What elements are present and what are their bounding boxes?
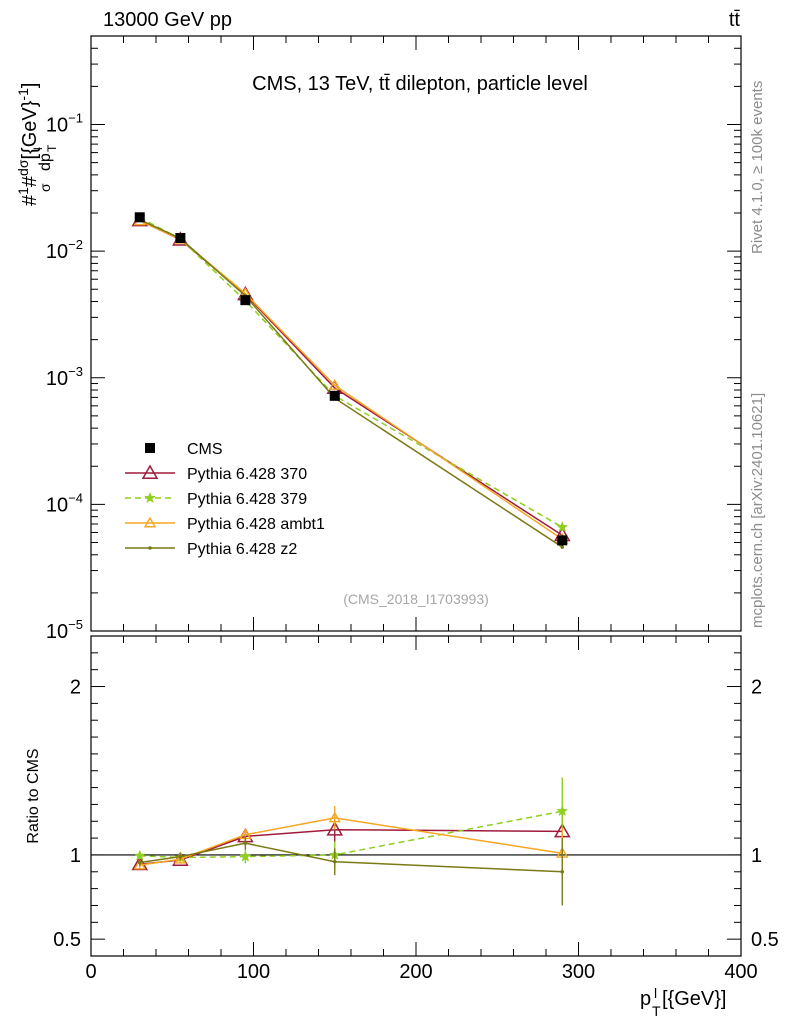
svg-text:T: T — [45, 144, 59, 152]
legend-marker — [143, 516, 157, 528]
main-plot-marks — [131, 211, 571, 549]
y-tick-label: 10−3 — [46, 364, 83, 390]
ratio-point — [239, 850, 252, 862]
ratio-line — [139, 817, 563, 866]
legend-label: Pythia 6.428 z2 — [187, 541, 297, 558]
ratio-line — [139, 828, 563, 865]
y-tick-label: 10−2 — [46, 237, 83, 263]
y-axis-label: #1#dσ[{GeV}-1] σ dp T l — [15, 83, 59, 206]
ratio-point — [328, 811, 341, 823]
x-axis-label: p T l [{GeV}] — [640, 985, 727, 1019]
ratio-tick-label-left: 1 — [70, 845, 81, 867]
x-tick-label: 400 — [724, 961, 757, 983]
svg-text:p: p — [640, 988, 651, 1010]
energy-label: 13000 GeV pp — [103, 9, 232, 31]
svg-text:#1#dσ[{GeV}-1]: #1#dσ[{GeV}-1] — [15, 83, 41, 206]
series-line — [139, 219, 563, 536]
y-tick-label: 10−5 — [46, 617, 83, 643]
legend: CMS Pythia 6.428 370 Pythia 6.428 379 Pythi… — [125, 441, 325, 558]
ratio-point — [174, 852, 187, 864]
series-point — [556, 521, 569, 533]
data-point — [240, 295, 251, 306]
ratio-point — [137, 860, 142, 865]
ratio-point — [243, 841, 248, 845]
svg-text:T: T — [652, 1003, 661, 1019]
main-axis-ticks: 10−1 10−2 10−3 10−4 10−5 — [46, 35, 742, 643]
x-tick-label: 0 — [85, 961, 96, 983]
ratio-tick-label-left: 0.5 — [53, 929, 81, 951]
ratio-point — [133, 849, 146, 861]
svg-text:l: l — [31, 147, 45, 150]
y-tick-label: 10−1 — [46, 111, 83, 137]
ratio-axis-label: Ratio to CMS — [25, 748, 42, 843]
process-label: tt̄ — [729, 9, 741, 31]
legend-marker — [141, 464, 159, 479]
series-point — [560, 545, 565, 549]
ratio-tick-label-right: 0.5 — [751, 929, 779, 951]
ratio-point — [332, 859, 337, 864]
y-tick-label: 10−4 — [46, 490, 83, 516]
ratio-point — [326, 821, 344, 836]
data-point — [329, 390, 340, 401]
legend-cms-label: CMS — [187, 441, 223, 458]
data-point — [175, 232, 186, 243]
data-point — [557, 535, 568, 546]
svg-text:l: l — [654, 985, 657, 1001]
legend-cms-marker — [145, 443, 155, 453]
ratio-point — [560, 869, 565, 874]
ratio-tick-label-left: 2 — [70, 677, 81, 699]
legend-label: Pythia 6.428 ambt1 — [187, 516, 325, 533]
ratio-point — [178, 854, 183, 859]
x-tick-label: 100 — [237, 961, 270, 983]
ratio-tick-label-right: 2 — [751, 677, 762, 699]
legend-label: Pythia 6.428 379 — [187, 491, 307, 508]
ratio-plot-marks — [131, 777, 571, 906]
x-tick-label: 300 — [562, 961, 595, 983]
chart-title: CMS, 13 TeV, tt̄ dilepton, particle leve… — [252, 73, 588, 95]
legend-marker — [144, 491, 156, 504]
rivet-version-label: Rivet 4.1.0, ≥ 100k events — [749, 81, 766, 254]
svg-text:σ: σ — [37, 183, 53, 192]
ratio-plot-frame — [90, 635, 742, 957]
legend-label: Pythia 6.428 370 — [187, 466, 307, 483]
series-line — [139, 220, 563, 540]
series-point — [328, 379, 341, 390]
ratio-tick-label-right: 1 — [751, 845, 762, 867]
svg-text:dp: dp — [37, 153, 54, 171]
ratio-point — [133, 858, 146, 870]
mcplots-source-label: mcplots.cern.ch [arXiv:2401.10621] — [749, 393, 766, 628]
analysis-tag: (CMS_2018_I1703993) — [343, 591, 489, 607]
x-tick-label: 200 — [399, 961, 432, 983]
svg-text:[{GeV}]: [{GeV}] — [662, 988, 727, 1010]
data-point — [134, 212, 145, 223]
ratio-axis-ticks: 0 100 200 300 400 0.5 0.5 1 1 2 2 — [53, 636, 779, 983]
legend-marker — [148, 546, 152, 550]
ratio-point — [556, 804, 569, 817]
